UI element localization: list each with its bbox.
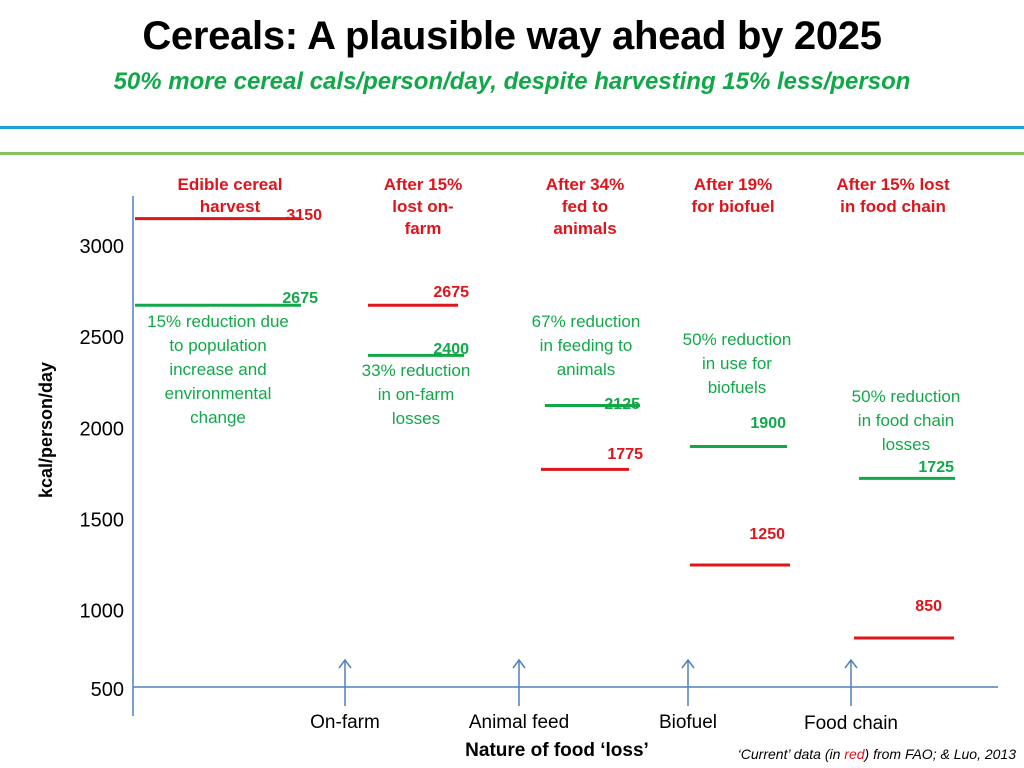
loss-arrow-head xyxy=(681,658,695,669)
y-axis-title: kcal/person/day xyxy=(36,362,56,498)
stage-header: Edible cereal harvest xyxy=(178,175,283,216)
loss-arrow-head xyxy=(512,658,526,669)
y-tick-label: 1500 xyxy=(80,509,125,531)
plausible-value-label: 2125 xyxy=(604,396,640,413)
y-tick-label: 2500 xyxy=(80,327,125,349)
loss-category-label: Food chain xyxy=(804,713,898,734)
loss-category-label: Animal feed xyxy=(469,712,569,733)
loss-category-label: On-farm xyxy=(310,712,380,733)
plausible-value-label: 2675 xyxy=(282,290,318,307)
stage-header: After 19% for biofuel xyxy=(691,175,774,216)
plausible-value-label: 1725 xyxy=(918,459,954,476)
plausible-value-label: 2400 xyxy=(433,341,469,358)
stage-header: After 15% lost in food chain xyxy=(836,175,950,216)
slide-title: Cereals: A plausible way ahead by 2025 xyxy=(142,14,882,58)
reduction-note: 67% reduction in feeding to animals xyxy=(532,312,641,379)
current-value-label: 1775 xyxy=(607,446,643,463)
current-value-label: 850 xyxy=(915,598,942,615)
loss-category-label: Biofuel xyxy=(659,712,717,733)
reduction-note: 50% reduction in use for biofuels xyxy=(683,330,792,397)
y-tick-label: 1000 xyxy=(80,601,125,623)
reduction-note: 15% reduction due to population increase a… xyxy=(147,312,289,427)
loss-arrow-head xyxy=(338,658,352,669)
y-tick-label: 2000 xyxy=(80,418,125,440)
plausible-value-label: 1900 xyxy=(750,415,786,432)
stage-header: After 15% lost on-farm xyxy=(384,175,462,238)
source-red-word: red xyxy=(844,746,865,762)
reduction-note: 33% reduction in on-farm losses xyxy=(362,361,471,428)
y-tick-label: 3000 xyxy=(80,236,125,258)
source-note: ‘Current’ data (in red) from FAO; & Luo,… xyxy=(738,746,1016,762)
stage-header: After 34% fed to animals xyxy=(546,175,624,238)
y-tick-label: 500 xyxy=(91,679,124,701)
current-value-label: 2675 xyxy=(433,284,469,301)
source-pre: ‘Current’ data (in xyxy=(737,746,845,762)
current-value-label: 3150 xyxy=(286,207,322,224)
reduction-note: 50% reduction in food chain losses xyxy=(852,387,961,454)
current-value-label: 1250 xyxy=(749,526,785,543)
loss-arrow-head xyxy=(844,658,858,669)
source-post: ) from FAO; & Luo, 2013 xyxy=(864,746,1016,762)
title-rule-blue xyxy=(0,126,1024,129)
title-rule-green xyxy=(0,152,1024,155)
x-axis-title: Nature of food ‘loss’ xyxy=(465,740,649,761)
slide-subtitle: 50% more cereal cals/person/day, despite… xyxy=(113,68,911,95)
